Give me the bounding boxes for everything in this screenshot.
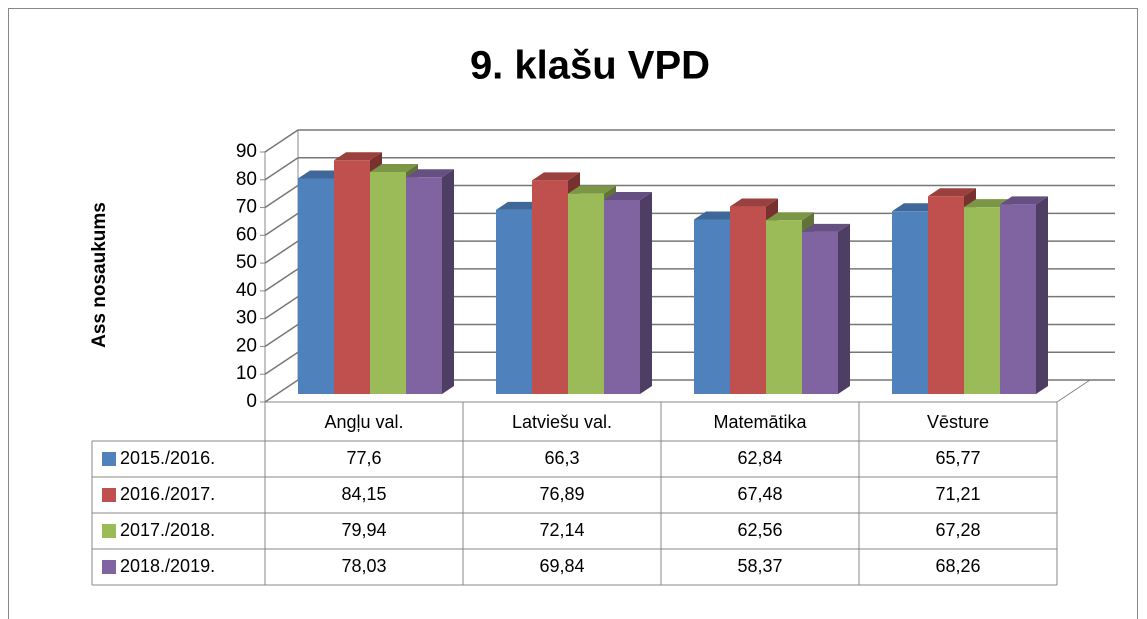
legend-label: 2016./2017. [120,484,215,504]
bar-side [640,192,652,394]
y-axis-title: Ass nosaukums [89,202,110,348]
y-tick-label: 40 [236,280,257,301]
bar-front [406,177,442,394]
table-value: 58,37 [737,556,782,576]
table-value: 67,28 [935,520,980,540]
bar-side [838,223,850,394]
bar [1000,196,1048,394]
y-tick-label: 60 [236,224,257,245]
x-tick-label: Angļu val. [324,412,403,432]
table-value: 84,15 [341,484,386,504]
table-value: 69,84 [539,556,584,576]
table-value: 76,89 [539,484,584,504]
table-value: 62,56 [737,520,782,540]
table-value: 65,77 [935,448,980,468]
bar-front [766,220,802,394]
table-value: 77,6 [346,448,381,468]
bar-front [892,211,928,394]
bar-front [730,206,766,394]
x-tick-label: Matemātika [713,412,807,432]
bar-top [406,169,454,178]
y-tick-label: 90 [236,141,257,162]
table-value: 71,21 [935,484,980,504]
y-tick-label: 10 [236,363,257,384]
bar-front [568,193,604,394]
legend-label: 2015./2016. [120,448,215,468]
legend-key [102,560,116,574]
table-value: 79,94 [341,520,386,540]
table-value: 68,26 [935,556,980,576]
y-tick-label: 0 [246,391,257,412]
bar-top [802,223,850,232]
legend-key [102,452,116,466]
bar-top [532,172,580,181]
bar-front [694,219,730,394]
bar-side [1036,196,1048,394]
bar-front [370,171,406,394]
bar-top [730,198,778,207]
table-value: 66,3 [544,448,579,468]
bar-top [766,212,814,221]
bar-top [370,163,418,172]
bar-front [964,207,1000,394]
bar-front [298,178,334,394]
bar-front [604,200,640,394]
x-tick-label: Vēsture [927,412,989,432]
bar [604,192,652,394]
legend-label: 2018./2019. [120,556,215,576]
bar-front [802,231,838,394]
table-value: 72,14 [539,520,584,540]
table-value: 67,48 [737,484,782,504]
y-tick-label: 50 [236,252,257,273]
y-tick-label: 70 [236,197,257,218]
x-tick-label: Latviešu val. [512,412,612,432]
table-value: 62,84 [737,448,782,468]
grid-line [264,157,1115,181]
bar-front [1000,204,1036,394]
grid-line [264,129,1115,153]
bar-front [496,209,532,394]
bar [730,198,778,394]
chart-title: 9. klašu VPD [470,44,710,88]
bar-top [1000,196,1048,205]
table-value: 78,03 [341,556,386,576]
y-tick-label: 80 [236,169,257,190]
bar [406,169,454,394]
bar-top [568,185,616,194]
bar-top [334,152,382,161]
bar-front [928,196,964,394]
bar [802,223,850,394]
legend-key [102,524,116,538]
y-tick-label: 20 [236,335,257,356]
bar-top [928,188,976,197]
legend-label: 2017./2018. [120,520,215,540]
bar-top [604,192,652,200]
bar-front [532,180,568,394]
bar-front [334,160,370,394]
bar-side [442,169,454,394]
legend-key [102,488,116,502]
y-tick-label: 30 [236,308,257,329]
